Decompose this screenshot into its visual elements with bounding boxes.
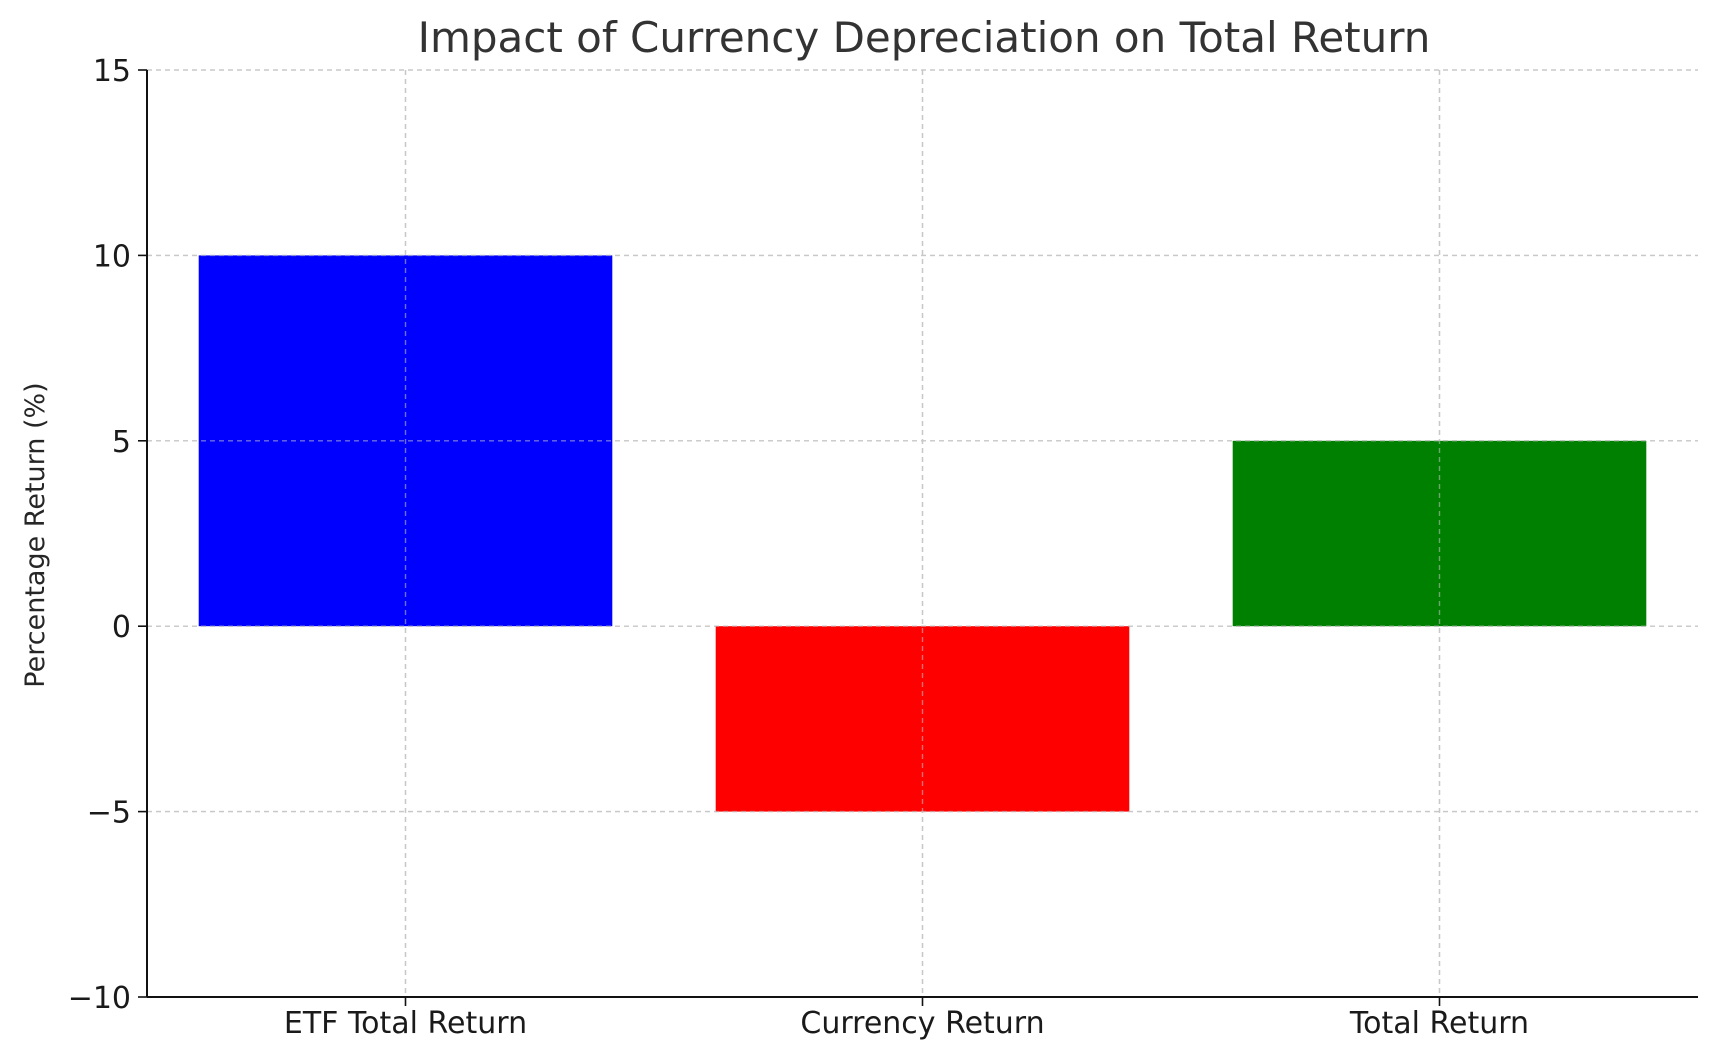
y-tick-label: −5 (87, 796, 131, 831)
y-tick-label: 5 (112, 425, 131, 460)
x-axis-ticks: ETF Total Return Currency Return Total Ret… (284, 997, 1529, 1041)
gridlines-overlay (147, 70, 1698, 997)
y-axis-label: Percentage Return (%) (20, 382, 51, 687)
y-tick-label: 0 (112, 610, 131, 645)
chart-title: Impact of Currency Depreciation on Total… (418, 13, 1431, 62)
y-tick-label: −10 (68, 981, 131, 1016)
x-tick-label: ETF Total Return (284, 1006, 527, 1041)
x-tick-label: Currency Return (800, 1006, 1044, 1041)
y-tick-label: 10 (93, 239, 131, 274)
y-tick-label: 15 (93, 54, 131, 89)
x-tick-label: Total Return (1349, 1006, 1529, 1041)
y-axis-ticks: −10 −5 0 5 10 15 (68, 54, 147, 1016)
